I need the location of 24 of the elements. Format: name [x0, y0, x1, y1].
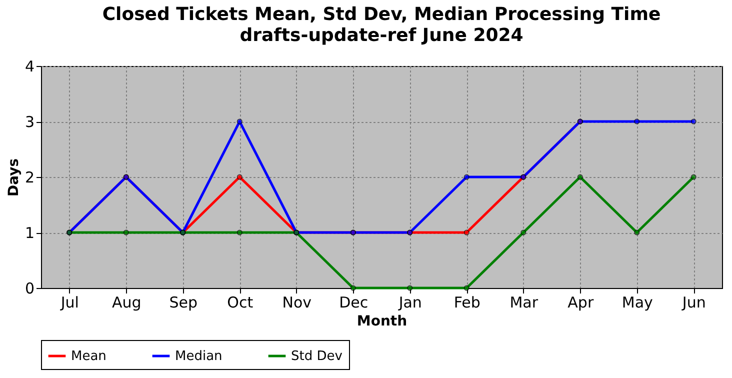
x-tick-label: May	[622, 294, 653, 312]
legend-label: Std Dev	[291, 349, 343, 364]
x-tick-label: Jul	[60, 294, 79, 312]
y-tick-label: 1	[24, 224, 34, 242]
y-tick-label: 2	[24, 168, 34, 186]
y-tick-label: 4	[24, 58, 34, 76]
x-tick-label: Apr	[568, 294, 594, 312]
legend-label: Median	[175, 349, 222, 364]
x-tick-label: Jun	[681, 294, 706, 312]
x-tick-label: Feb	[454, 294, 480, 312]
x-tick-label: Aug	[112, 294, 142, 312]
x-tick-label: Nov	[282, 294, 312, 312]
y-tick-label: 0	[24, 280, 34, 298]
x-axis-title: Month	[356, 314, 408, 330]
chart-subtitle: drafts-update-ref June 2024	[240, 25, 524, 46]
chart-title: Closed Tickets Mean, Std Dev, Median Processing Time	[102, 4, 661, 25]
x-tick-label: Dec	[339, 294, 368, 312]
legend-label: Mean	[71, 349, 106, 364]
x-tick-label: Mar	[510, 294, 539, 312]
y-tick-label: 3	[24, 113, 34, 131]
x-tick-label: Oct	[227, 294, 254, 312]
x-tick-label: Sep	[169, 294, 198, 312]
y-axis-title: Days	[6, 158, 22, 197]
x-tick-label: Jan	[398, 294, 422, 312]
